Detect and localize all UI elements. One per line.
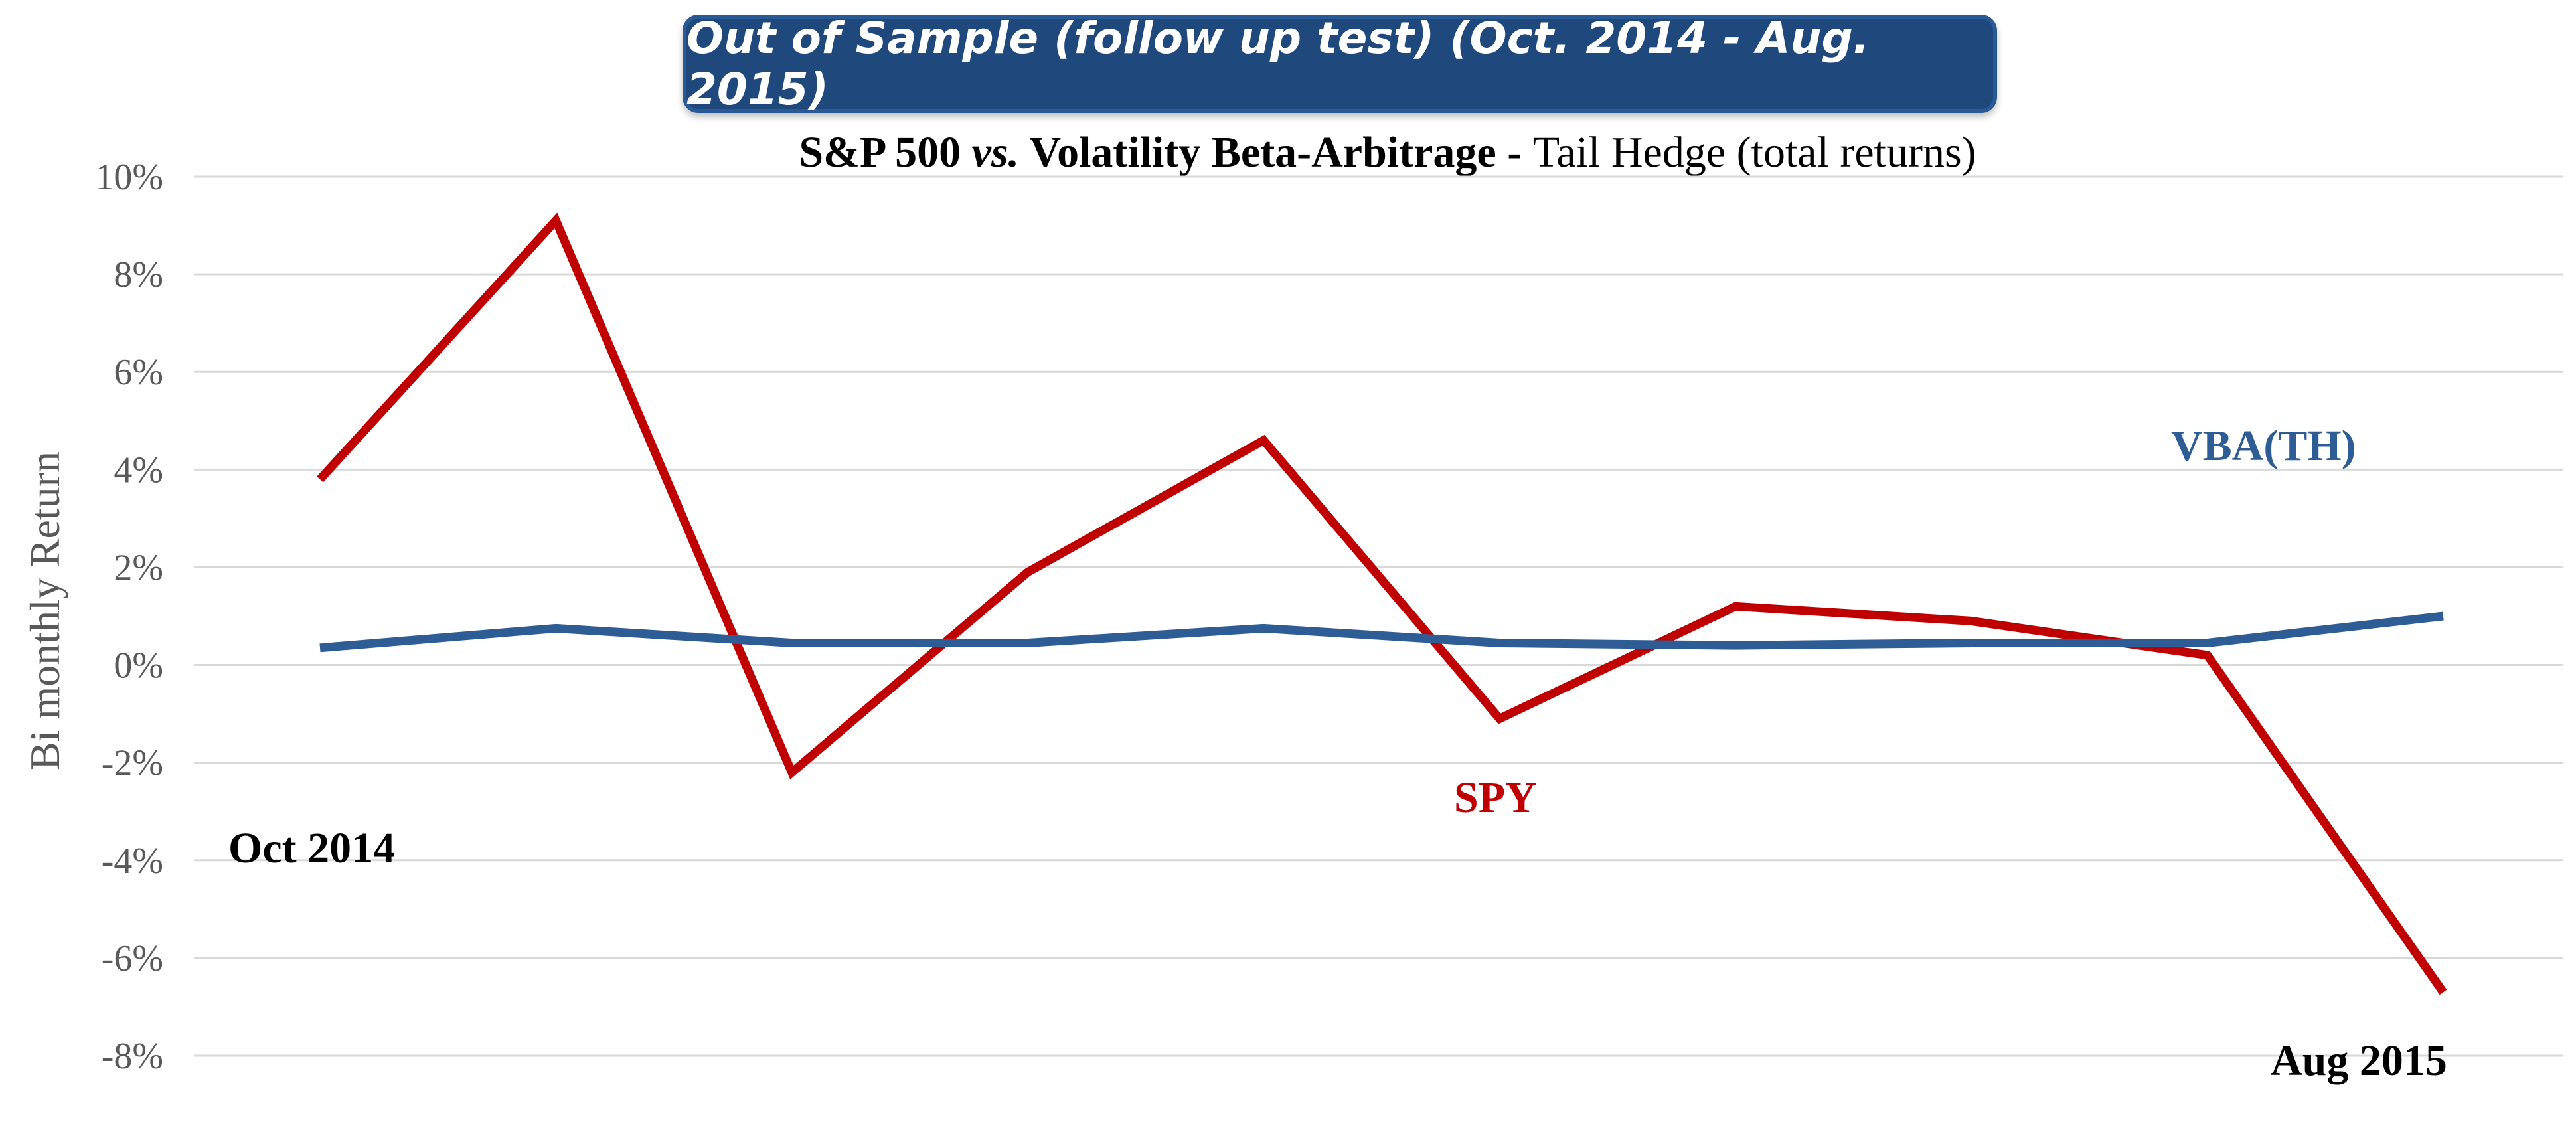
series-line-vba-th — [319, 611, 2444, 653]
y-tick-label: 8% — [114, 254, 163, 295]
y-tick-label: -8% — [102, 1036, 163, 1077]
y-tick-label: 2% — [114, 547, 163, 588]
y-tick-label: 4% — [114, 449, 163, 491]
y-tick-label: -6% — [102, 938, 163, 979]
series-line-spy — [317, 212, 2447, 995]
end-annotation: Aug 2015 — [2271, 1036, 2447, 1085]
series-label-vba: VBA(TH) — [2171, 422, 2356, 470]
series-label-spy: SPY — [1454, 773, 1537, 822]
y-tick-label: -4% — [102, 841, 163, 882]
y-tick-label: -2% — [102, 743, 163, 784]
chart-title-part1: S&P 500 — [799, 128, 972, 177]
y-tick-label: 6% — [114, 352, 163, 393]
start-annotation: Oct 2014 — [228, 824, 396, 872]
chart-title-part4: Tail Hedge (total returns) — [1532, 128, 1976, 177]
chart-title-part3: Volatility Beta-Arbitrage - — [1019, 128, 1533, 177]
y-tick-label: 10% — [95, 157, 163, 198]
chart-title-part2: vs. — [971, 128, 1020, 177]
chart-title: S&P 500 vs. Volatility Beta-Arbitrage - … — [0, 127, 2576, 178]
banner-title: Out of Sample (follow up test) (Oct. 201… — [686, 13, 1870, 115]
y-tick-label: 0% — [114, 645, 163, 687]
banner: Out of Sample (follow up test) (Oct. 201… — [683, 13, 1997, 115]
